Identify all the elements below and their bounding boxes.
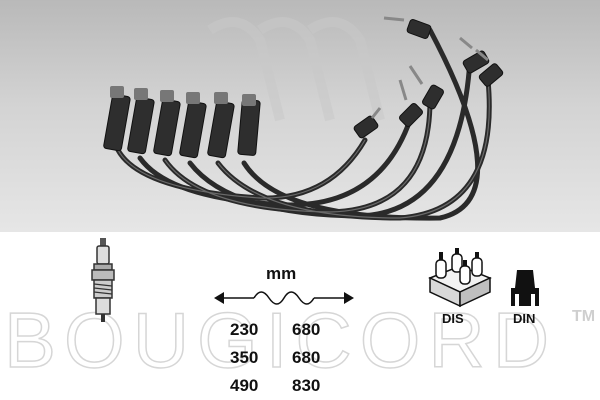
brand-watermark: BOUGICORD [3,296,558,384]
ignition-leads-image [103,16,504,221]
din-label: DIN [513,311,536,326]
length-value: 680 [292,348,321,367]
trademark-symbol: TM [572,308,596,325]
din-connector-icon [505,268,545,313]
length-value: 680 [292,320,321,339]
length-value: 830 [292,376,321,395]
product-photo [0,0,600,232]
length-value: 490 [230,376,259,395]
spark-plug-icon [82,238,124,331]
length-unit-label: mm [266,264,297,283]
length-value: 350 [230,348,259,367]
ignition-coil-icon [424,248,494,315]
length-value: 230 [230,320,259,339]
length-arrow-icon [214,286,354,315]
dis-label: DIS [442,311,464,326]
